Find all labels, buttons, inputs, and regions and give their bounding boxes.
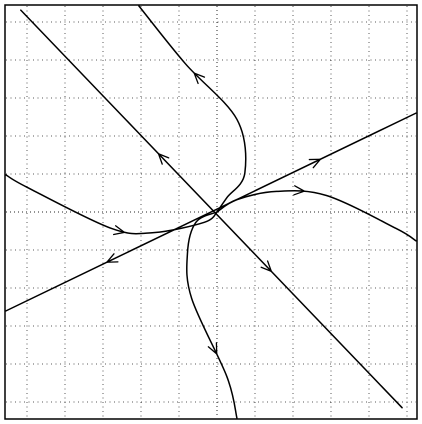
curve-upper-trajectory bbox=[138, 5, 247, 213]
eigenline-slow-arrowhead bbox=[308, 158, 322, 169]
curve-left-trajectory bbox=[5, 174, 218, 235]
eigenline-fast-arrowhead bbox=[260, 260, 273, 273]
plot-frame bbox=[4, 4, 418, 420]
eigenline-fast-arrowhead bbox=[157, 152, 170, 165]
curve-lower-trajectory bbox=[186, 211, 238, 419]
eigenline-slow-trajectory bbox=[5, 112, 417, 312]
curve-upper-arrowhead bbox=[193, 72, 206, 85]
curve-left-arrowhead bbox=[112, 225, 126, 236]
trajectory-group bbox=[5, 5, 417, 419]
curve-right-arrowhead bbox=[293, 185, 306, 196]
eigenline-fast-trajectory bbox=[20, 9, 403, 409]
eigenline-slow-arrowhead bbox=[105, 253, 119, 263]
curve-lower-arrowhead bbox=[207, 342, 218, 356]
